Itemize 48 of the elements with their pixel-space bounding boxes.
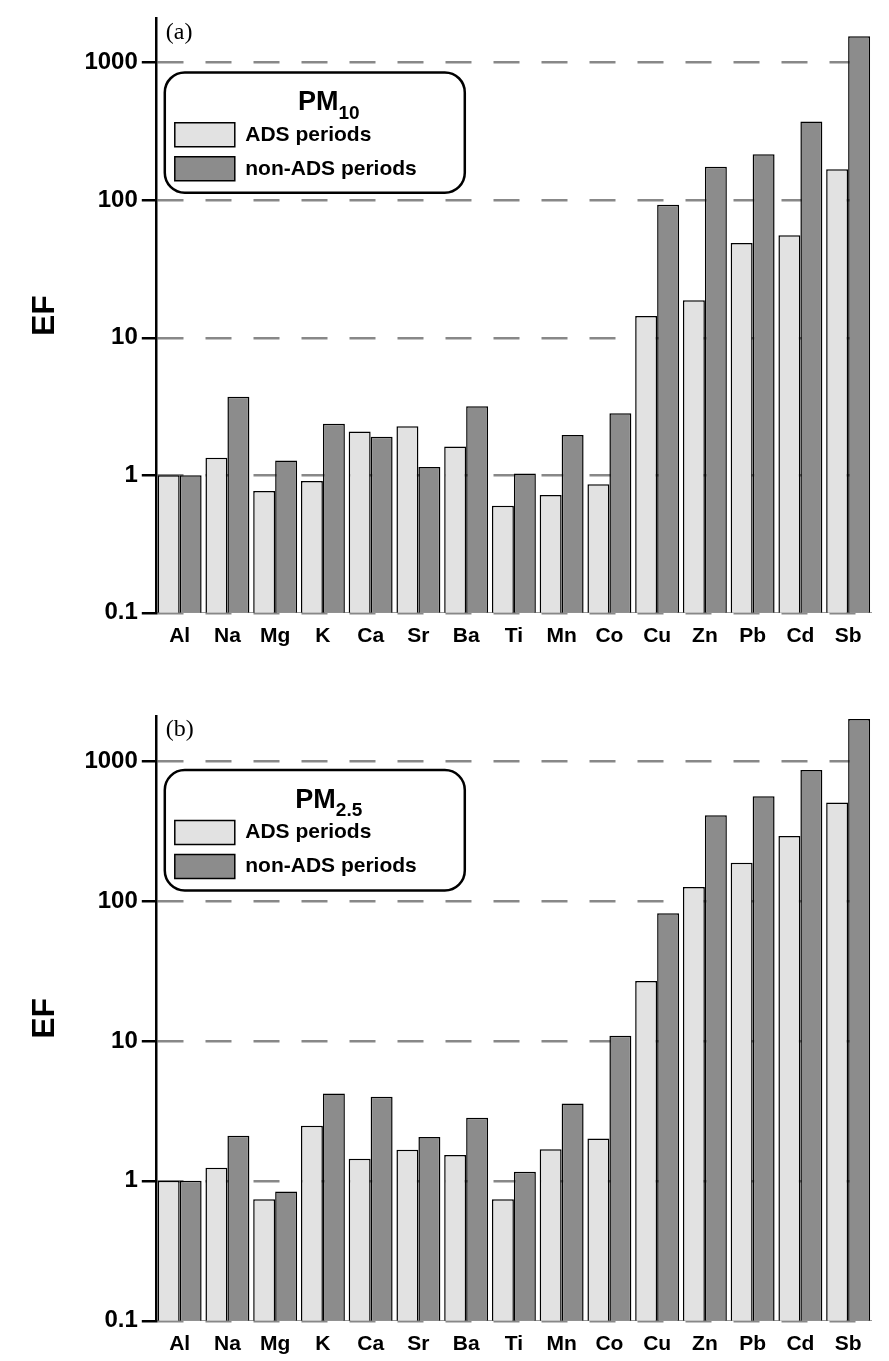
- x-tick-label: Ca: [357, 1331, 385, 1355]
- chart-title: (b): [165, 715, 194, 742]
- x-tick-label: Ti: [504, 623, 524, 647]
- x-tick-label: Ba: [452, 1331, 480, 1355]
- x-tick-label: Sr: [407, 623, 430, 647]
- x-tick-label: Co: [595, 1331, 624, 1355]
- x-tick-label: Co: [595, 623, 624, 647]
- x-tick-label: Ca: [357, 623, 385, 647]
- legend-label: non-ADS periods: [245, 853, 417, 877]
- x-tick-label: Sr: [407, 1331, 430, 1355]
- x-tick-label: Zn: [692, 1331, 718, 1355]
- x-tick-label: Mn: [546, 1331, 577, 1355]
- legend-label: ADS periods: [245, 819, 372, 843]
- x-tick-label: Na: [213, 623, 242, 647]
- x-tick-label: Al: [169, 1331, 191, 1355]
- y-tick-label: 1000: [84, 47, 138, 75]
- y-tick-label: 100: [97, 184, 138, 212]
- x-tick-label: Pb: [739, 623, 767, 647]
- y-tick-label: 1: [124, 459, 138, 487]
- y-tick-label: 0.1: [104, 1305, 138, 1333]
- x-tick-label: K: [315, 623, 331, 647]
- x-tick-label: Al: [169, 623, 191, 647]
- x-tick-label: K: [315, 1331, 331, 1355]
- x-tick-label: Pb: [739, 1331, 767, 1355]
- y-tick-label: 10: [111, 322, 138, 350]
- chart-title: (a): [165, 17, 193, 44]
- y-tick-label: 1000: [84, 745, 138, 773]
- x-tick-label: Cu: [643, 623, 672, 647]
- x-tick-label: Mn: [546, 623, 577, 647]
- y-tick-label: 100: [97, 885, 138, 913]
- x-tick-label: Cd: [786, 623, 815, 647]
- x-tick-label: Ti: [504, 1331, 524, 1355]
- x-tick-label: Sb: [834, 1331, 862, 1355]
- y-axis-title: EF: [25, 295, 62, 337]
- y-tick-label: 1: [124, 1165, 138, 1193]
- x-tick-label: Mg: [259, 623, 291, 647]
- y-tick-label: 0.1: [104, 597, 138, 625]
- y-axis-title: EF: [25, 997, 62, 1039]
- x-tick-label: Cu: [643, 1331, 672, 1355]
- y-tick-label: 10: [111, 1025, 138, 1053]
- x-tick-label: Sb: [834, 623, 862, 647]
- x-tick-label: Zn: [692, 623, 718, 647]
- legend-label: non-ADS periods: [245, 155, 417, 179]
- x-tick-label: Cd: [786, 1331, 815, 1355]
- x-tick-label: Mg: [259, 1331, 291, 1355]
- legend-label: ADS periods: [245, 121, 372, 145]
- x-tick-label: Ba: [452, 623, 480, 647]
- x-tick-label: Na: [213, 1331, 242, 1355]
